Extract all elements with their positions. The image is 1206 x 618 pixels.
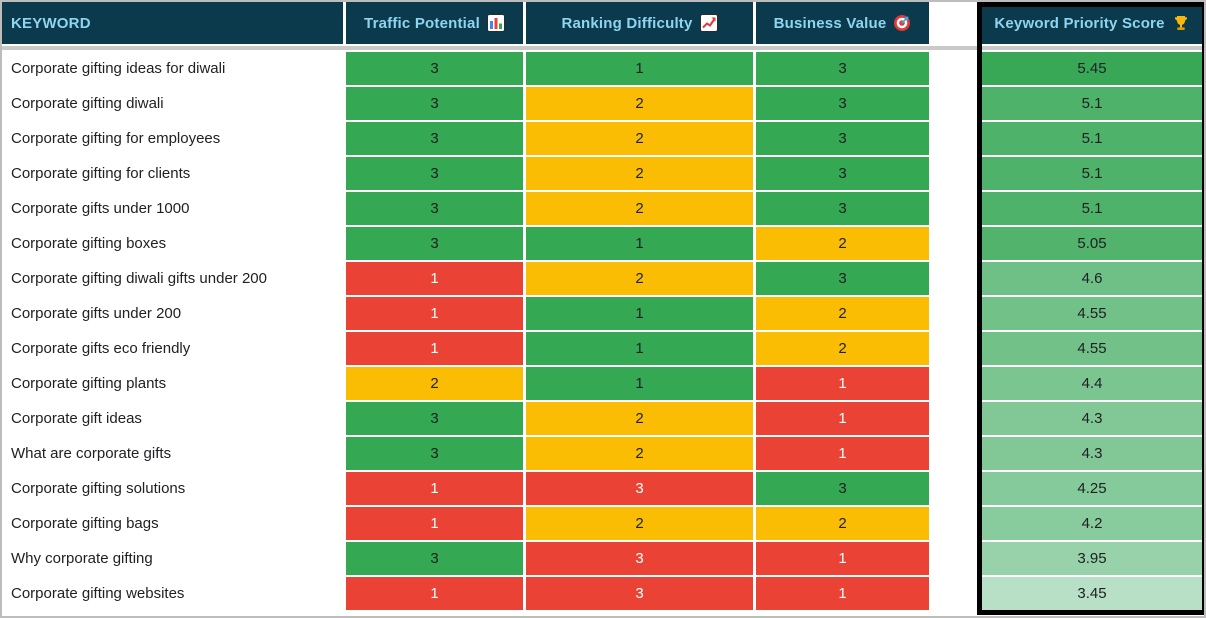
keyword-cell[interactable]: What are corporate gifts [2,437,343,470]
column-header-label: Keyword Priority Score [994,14,1165,32]
business-value-cell[interactable]: 1 [756,367,929,400]
priority-score-cell[interactable]: 5.1 [982,122,1202,155]
traffic-potential-cell[interactable]: 3 [346,227,523,260]
keyword-cell[interactable]: Corporate gifting plants [2,367,343,400]
ranking-difficulty-cell[interactable]: 2 [526,87,753,120]
priority-score-cell[interactable]: 4.3 [982,402,1202,435]
ranking-difficulty-cell[interactable]: 3 [526,472,753,505]
traffic-potential-cell[interactable]: 3 [346,542,523,575]
keyword-cell[interactable]: Corporate gifting websites [2,577,343,610]
business-value-cell[interactable]: 1 [756,437,929,470]
column-header-business-value[interactable]: Business Value [756,2,929,44]
column-header-label: KEYWORD [11,14,91,32]
business-value-cell[interactable]: 2 [756,507,929,540]
column-header-label: Traffic Potential [364,14,480,32]
ranking-difficulty-cell[interactable]: 1 [526,297,753,330]
keyword-cell[interactable]: Corporate gifting diwali gifts under 200 [2,262,343,295]
business-value-cell[interactable]: 2 [756,227,929,260]
ranking-difficulty-cell[interactable]: 1 [526,227,753,260]
keyword-cell[interactable]: Corporate gifting for employees [2,122,343,155]
business-value-cell[interactable]: 3 [756,122,929,155]
traffic-potential-cell[interactable]: 3 [346,437,523,470]
priority-score-cell[interactable]: 5.05 [982,227,1202,260]
column-header-keyword[interactable]: KEYWORD [2,2,343,44]
priority-score-cell[interactable]: 5.1 [982,192,1202,225]
business-value-cell[interactable]: 3 [756,52,929,85]
traffic-potential-cell[interactable]: 3 [346,157,523,190]
ranking-difficulty-cell[interactable]: 2 [526,402,753,435]
traffic-potential-cell[interactable]: 1 [346,332,523,365]
bar-chart-icon [486,14,505,32]
priority-score-cell[interactable]: 4.25 [982,472,1202,505]
column-header-traffic-potential[interactable]: Traffic Potential [346,2,523,44]
priority-score-cell[interactable]: 5.45 [982,52,1202,85]
traffic-potential-cell[interactable]: 1 [346,297,523,330]
business-value-cell[interactable]: 2 [756,297,929,330]
priority-score-cell[interactable]: 5.1 [982,87,1202,120]
trophy-icon [1172,14,1190,32]
keyword-cell[interactable]: Corporate gifting boxes [2,227,343,260]
chart-increasing-icon [699,14,718,32]
traffic-potential-cell[interactable]: 1 [346,472,523,505]
keyword-cell[interactable]: Corporate gifts under 200 [2,297,343,330]
frozen-row-divider [2,46,1202,50]
traffic-potential-cell[interactable]: 3 [346,402,523,435]
traffic-potential-cell[interactable]: 3 [346,192,523,225]
ranking-difficulty-cell[interactable]: 2 [526,507,753,540]
ranking-difficulty-cell[interactable]: 2 [526,437,753,470]
ranking-difficulty-cell[interactable]: 2 [526,262,753,295]
traffic-potential-cell[interactable]: 3 [346,52,523,85]
ranking-difficulty-cell[interactable]: 2 [526,122,753,155]
keyword-cell[interactable]: Corporate gifting for clients [2,157,343,190]
priority-score-cell[interactable]: 3.45 [982,577,1202,610]
keyword-cell[interactable]: Corporate gifting solutions [2,472,343,505]
keyword-cell[interactable]: Corporate gifts under 1000 [2,192,343,225]
traffic-potential-cell[interactable]: 1 [346,577,523,610]
traffic-potential-cell[interactable]: 2 [346,367,523,400]
ranking-difficulty-cell[interactable]: 3 [526,577,753,610]
column-header-label: Business Value [773,14,887,32]
priority-score-cell[interactable]: 3.95 [982,542,1202,575]
priority-score-cell[interactable]: 4.55 [982,297,1202,330]
target-icon [893,14,911,32]
priority-score-cell[interactable]: 5.1 [982,157,1202,190]
keyword-cell[interactable]: Corporate gifting ideas for diwali [2,52,343,85]
keyword-cell[interactable]: Corporate gifting bags [2,507,343,540]
business-value-cell[interactable]: 1 [756,542,929,575]
keyword-cell[interactable]: Why corporate gifting [2,542,343,575]
keyword-cell[interactable]: Corporate gifting diwali [2,87,343,120]
traffic-potential-cell[interactable]: 3 [346,87,523,120]
traffic-potential-cell[interactable]: 1 [346,507,523,540]
column-header-label: Ranking Difficulty [561,14,693,32]
priority-score-cell[interactable]: 4.55 [982,332,1202,365]
keyword-cell[interactable]: Corporate gift ideas [2,402,343,435]
column-header-keyword-priority-score[interactable]: Keyword Priority Score [982,2,1202,44]
business-value-cell[interactable]: 3 [756,472,929,505]
priority-score-cell[interactable]: 4.2 [982,507,1202,540]
ranking-difficulty-cell[interactable]: 2 [526,157,753,190]
priority-score-cell[interactable]: 4.6 [982,262,1202,295]
business-value-cell[interactable]: 1 [756,402,929,435]
traffic-potential-cell[interactable]: 3 [346,122,523,155]
business-value-cell[interactable]: 3 [756,192,929,225]
priority-score-cell[interactable]: 4.4 [982,367,1202,400]
business-value-cell[interactable]: 3 [756,262,929,295]
ranking-difficulty-cell[interactable]: 1 [526,332,753,365]
business-value-cell[interactable]: 2 [756,332,929,365]
column-header-ranking-difficulty[interactable]: Ranking Difficulty [526,2,753,44]
ranking-difficulty-cell[interactable]: 1 [526,367,753,400]
ranking-difficulty-cell[interactable]: 1 [526,52,753,85]
business-value-cell[interactable]: 3 [756,157,929,190]
ranking-difficulty-cell[interactable]: 3 [526,542,753,575]
ranking-difficulty-cell[interactable]: 2 [526,192,753,225]
business-value-cell[interactable]: 1 [756,577,929,610]
traffic-potential-cell[interactable]: 1 [346,262,523,295]
business-value-cell[interactable]: 3 [756,87,929,120]
priority-score-cell[interactable]: 4.3 [982,437,1202,470]
keyword-cell[interactable]: Corporate gifts eco friendly [2,332,343,365]
